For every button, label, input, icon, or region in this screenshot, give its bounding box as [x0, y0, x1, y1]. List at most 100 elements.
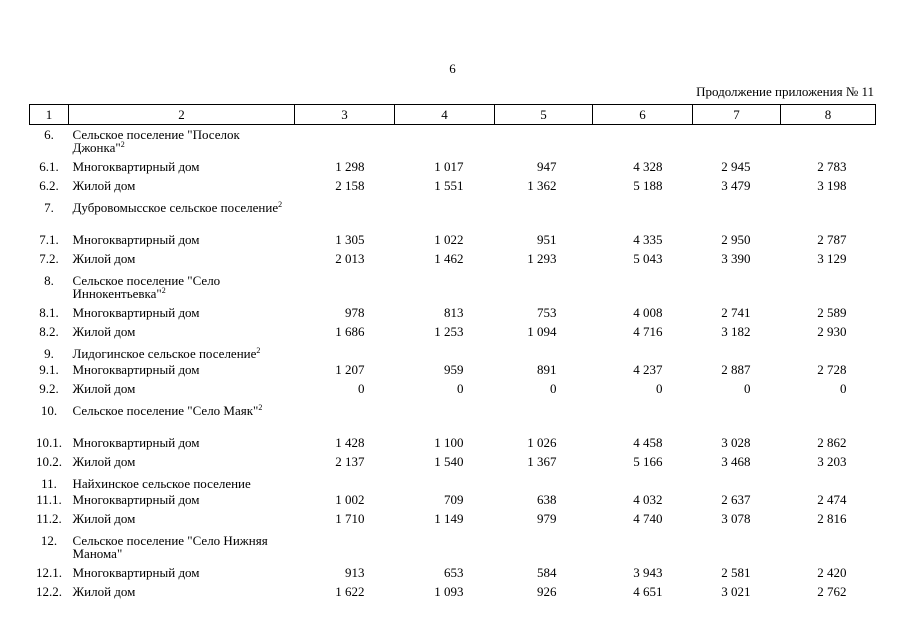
- settlement-name: Сельское поселение "Село Иннокентьевка": [72, 273, 221, 301]
- value-cell: 813: [444, 305, 464, 320]
- empty-cell: [495, 125, 593, 161]
- empty-cell: [495, 474, 593, 493]
- value-cell: 1 002: [335, 492, 365, 507]
- row-number: 10.1.: [36, 435, 62, 450]
- housing-type: Многоквартирный дом: [72, 159, 200, 174]
- value-cell: 2 816: [817, 511, 847, 526]
- empty-cell: [395, 198, 495, 233]
- housing-type: Жилой дом: [72, 324, 136, 339]
- value-cell: 709: [444, 492, 464, 507]
- settlement-section-row: 9. Лидогинское сельское поселение2: [30, 344, 876, 363]
- empty-cell: [495, 531, 593, 566]
- empty-cell: [395, 474, 495, 493]
- table-row: 12.1. Многоквартирный дом 913 653 584 3 943 2 …: [30, 566, 876, 585]
- footnote-marker: 2: [120, 140, 125, 149]
- settlement-section-row: 8. Сельское поселение "Село Иннокентьевка…: [30, 271, 876, 306]
- housing-type: Жилой дом: [72, 511, 136, 526]
- settlement-name: Сельское поселение "Поселок Джонка": [72, 127, 240, 155]
- empty-cell: [593, 198, 693, 233]
- value-cell: 3 390: [721, 251, 751, 266]
- appendix-continuation-note: Продолжение приложения № 11: [696, 84, 874, 99]
- header-cell: 6: [592, 104, 693, 125]
- empty-cell: [295, 401, 395, 436]
- value-cell: 3 182: [721, 324, 751, 339]
- settlement-name: Найхинское сельское поселение: [72, 476, 251, 491]
- value-cell: 1 149: [434, 511, 464, 526]
- table-row: 12.2. Жилой дом 1 622 1 093 926 4 651 3 021 2 7…: [30, 585, 876, 604]
- value-cell: 3 943: [633, 565, 663, 580]
- value-cell: 0: [457, 381, 464, 396]
- empty-cell: [395, 271, 495, 306]
- value-cell: 3 028: [721, 435, 751, 450]
- housing-type: Жилой дом: [72, 584, 136, 599]
- page-number: 6: [449, 61, 456, 76]
- empty-cell: [781, 344, 876, 363]
- value-cell: 2 887: [721, 362, 751, 377]
- settlement-name-cell: Сельское поселение "Село Маяк"2: [69, 401, 295, 436]
- empty-cell: [781, 198, 876, 233]
- footnote-marker: 2: [256, 346, 261, 355]
- value-cell: 1 362: [527, 178, 557, 193]
- value-cell: 926: [537, 584, 557, 599]
- table-row: 9.1. Многоквартирный дом 1 207 959 891 4 237 2…: [30, 363, 876, 382]
- header-cell: 7: [692, 104, 781, 125]
- value-cell: 3 078: [721, 511, 751, 526]
- settlement-name-cell: Дубровомысское сельское поселение2: [69, 198, 295, 233]
- value-cell: 4 458: [633, 435, 663, 450]
- value-cell: 1 022: [434, 232, 464, 247]
- empty-cell: [495, 344, 593, 363]
- value-cell: 0: [744, 381, 751, 396]
- value-cell: 951: [537, 232, 557, 247]
- value-cell: 4 335: [633, 232, 663, 247]
- settlement-section-row: 10. Сельское поселение "Село Маяк"2: [30, 401, 876, 436]
- header-cell: 1: [29, 104, 69, 125]
- value-cell: 2 762: [817, 584, 847, 599]
- value-cell: 2 945: [721, 159, 751, 174]
- value-cell: 4 651: [633, 584, 663, 599]
- value-cell: 2 581: [721, 565, 751, 580]
- value-cell: 0: [550, 381, 557, 396]
- value-cell: 1 462: [434, 251, 464, 266]
- value-cell: 4 237: [633, 362, 663, 377]
- empty-cell: [495, 401, 593, 436]
- row-number: 7.2.: [39, 251, 59, 266]
- table-row: 10.2. Жилой дом 2 137 1 540 1 367 5 166 3 468 3…: [30, 455, 876, 474]
- row-number: 9.2.: [39, 381, 59, 396]
- value-cell: 2 787: [817, 232, 847, 247]
- empty-cell: [693, 271, 781, 306]
- header-cell: 2: [68, 104, 295, 125]
- housing-type: Жилой дом: [72, 251, 136, 266]
- empty-cell: [693, 401, 781, 436]
- empty-cell: [593, 125, 693, 161]
- row-number: 10.2.: [36, 454, 62, 469]
- row-number: 6.: [44, 127, 54, 142]
- row-number: 7.: [44, 200, 54, 215]
- settlement-section-row: 6. Сельское поселение "Поселок Джонка"2: [30, 125, 876, 161]
- value-cell: 959: [444, 362, 464, 377]
- empty-cell: [693, 531, 781, 566]
- empty-cell: [693, 125, 781, 161]
- value-cell: 584: [537, 565, 557, 580]
- empty-cell: [693, 474, 781, 493]
- tariff-table: 1 2 3 4 5 6 7 8 6. Сельское поселение "По…: [29, 104, 876, 604]
- row-number: 8.1.: [39, 305, 59, 320]
- empty-cell: [395, 531, 495, 566]
- settlement-name-cell: Лидогинское сельское поселение2: [69, 344, 295, 363]
- value-cell: 2 137: [335, 454, 365, 469]
- header-cell: 3: [294, 104, 395, 125]
- value-cell: 1 305: [335, 232, 365, 247]
- table-body: 6. Сельское поселение "Поселок Джонка"2 6.…: [30, 125, 876, 605]
- value-cell: 1 686: [335, 324, 365, 339]
- value-cell: 1 293: [527, 251, 557, 266]
- housing-type: Многоквартирный дом: [72, 362, 200, 377]
- settlement-name: Сельское поселение "Село Нижняя Манома": [72, 533, 268, 561]
- value-cell: 1 298: [335, 159, 365, 174]
- empty-cell: [781, 474, 876, 493]
- value-cell: 2 158: [335, 178, 365, 193]
- row-number: 10.: [40, 403, 58, 418]
- row-number: 9.1.: [39, 362, 59, 377]
- row-number: 12.: [40, 533, 58, 548]
- value-cell: 0: [840, 381, 847, 396]
- value-cell: 2 950: [721, 232, 751, 247]
- empty-cell: [693, 344, 781, 363]
